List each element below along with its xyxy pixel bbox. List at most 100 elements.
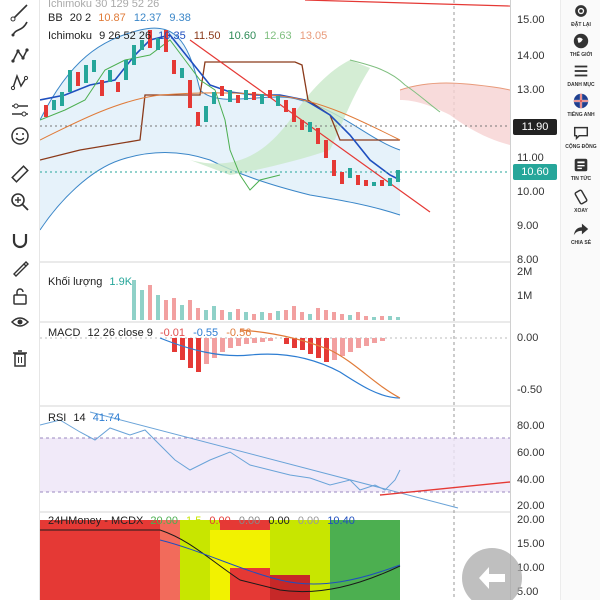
back-button[interactable] xyxy=(462,548,522,600)
world-button[interactable]: THẾ GIỚI xyxy=(561,32,600,72)
candle xyxy=(60,92,64,106)
candle xyxy=(268,90,272,98)
bb-value: 9.38 xyxy=(169,12,191,24)
macd-histogram-bar xyxy=(220,338,225,352)
indicator-name: Khối lượng xyxy=(48,276,103,288)
macd-histogram-bar xyxy=(188,338,193,368)
trend-line-icon[interactable] xyxy=(8,0,32,24)
macd-histogram-bar xyxy=(228,338,233,348)
volume-bar xyxy=(164,300,168,320)
candle xyxy=(100,80,104,96)
rsi-tick: 20.00 xyxy=(517,500,545,512)
macd-histogram-bar xyxy=(196,338,201,372)
macd-histogram-bar xyxy=(268,338,273,341)
price-tick: 10.00 xyxy=(517,186,545,198)
candle xyxy=(44,105,48,117)
candle xyxy=(140,40,144,50)
rsi-tick: 40.00 xyxy=(517,474,545,486)
lock-icon[interactable] xyxy=(8,284,32,308)
macd-histogram-bar xyxy=(300,338,305,350)
price-chart[interactable] xyxy=(40,0,510,600)
rsi-legend[interactable]: RSI 14 41.74 xyxy=(48,412,125,424)
volume-bar xyxy=(188,300,192,320)
drawing-toolbar xyxy=(0,0,40,600)
candle xyxy=(348,168,352,178)
macd-histogram-bar xyxy=(172,338,177,352)
candle xyxy=(172,60,176,74)
side-menu: ĐẶT LẠI THẾ GIỚI DANH MỤC TIẾNG ANH CỘNG… xyxy=(560,0,600,600)
list-icon xyxy=(574,65,588,77)
indicator-params: 14 xyxy=(73,412,86,424)
price-tag-crosshair: 11.90 xyxy=(513,119,557,135)
macd-histogram-bar xyxy=(292,338,297,348)
macd-legend[interactable]: MACD 12 26 close 9 -0.01 -0.55 -0.56 xyxy=(48,327,256,339)
mcdx-legend[interactable]: 24HMoney - MCDX 20.00 1.5 0.00 0.00 0.00… xyxy=(48,515,360,527)
candle xyxy=(260,94,264,104)
globe-icon xyxy=(573,33,589,49)
volume-bar xyxy=(268,313,272,320)
share-button[interactable]: CHIA SẺ xyxy=(561,220,600,260)
community-button[interactable]: CỘNG ĐỒNG xyxy=(561,124,600,164)
price-tick: 13.00 xyxy=(517,84,545,96)
rsi-trendline xyxy=(89,411,459,509)
ichimoku-legend[interactable]: Ichimoku 9 26 52 26 10.35 11.50 10.60 12… xyxy=(48,30,332,42)
path-icon[interactable] xyxy=(8,44,32,68)
brush-icon[interactable] xyxy=(8,16,32,40)
candle xyxy=(236,95,240,103)
rsi-tick: 80.00 xyxy=(517,420,545,432)
volume-bar xyxy=(156,295,160,320)
candle xyxy=(52,100,56,110)
mcdx-tick: 15.00 xyxy=(517,538,545,550)
macd-histogram-bar xyxy=(252,338,257,343)
price-tick: 15.00 xyxy=(517,14,545,26)
candle xyxy=(284,100,288,112)
rsi-line xyxy=(40,419,401,491)
smiley-icon[interactable] xyxy=(8,124,32,148)
rotate-button[interactable]: XOAY xyxy=(561,188,600,228)
macd-histogram-bar xyxy=(180,338,185,360)
bb-legend[interactable]: BB 20 2 10.87 12.37 9.38 xyxy=(48,12,196,24)
mcdx-value: 20.00 xyxy=(150,515,178,527)
price-axis[interactable]: 15.00 14.00 13.00 11.90 11.00 10.60 10.0… xyxy=(510,0,560,600)
english-button[interactable]: TIẾNG ANH xyxy=(561,92,600,132)
pattern-icon[interactable] xyxy=(8,98,32,122)
news-button[interactable]: TIN TỨC xyxy=(561,156,600,196)
ruler-icon[interactable] xyxy=(8,162,32,186)
mcdx-tick: 5.00 xyxy=(517,586,539,598)
volume-bar xyxy=(180,305,184,320)
senkou-b xyxy=(399,82,510,91)
volume-legend[interactable]: Khối lượng 1.9K xyxy=(48,276,137,288)
mcdx-value: 0.00 xyxy=(209,515,231,527)
volume-bar xyxy=(196,308,200,320)
magnet-icon[interactable] xyxy=(8,228,32,252)
mcdx-red-block xyxy=(230,568,270,600)
macd-histogram-bar xyxy=(244,338,249,344)
volume-pane xyxy=(132,280,400,320)
volume-tick: 2M xyxy=(517,266,533,278)
reset-button[interactable]: ĐẶT LẠI xyxy=(561,2,600,42)
share-icon xyxy=(573,223,589,236)
eye-icon[interactable] xyxy=(8,310,32,334)
watchlist-button[interactable]: DANH MỤC xyxy=(561,62,600,102)
mcdx-line xyxy=(40,529,401,593)
macd-histogram-bar xyxy=(356,338,361,348)
volume-bar xyxy=(236,309,240,320)
senkou-a xyxy=(349,59,441,113)
mcdx-value: 0.00 xyxy=(238,515,261,527)
mcdx-value: 0.00 xyxy=(268,515,290,527)
trash-icon[interactable] xyxy=(8,346,32,370)
indicator-name: MACD xyxy=(48,327,81,339)
volume-bar xyxy=(148,285,152,320)
lock-pencil-icon[interactable] xyxy=(8,256,32,280)
macd-value: -0.55 xyxy=(193,327,219,339)
candle xyxy=(388,178,392,186)
volume-bar xyxy=(316,308,320,320)
pattern-icon[interactable] xyxy=(8,70,32,94)
macd-signal-line xyxy=(239,329,401,399)
volume-bar xyxy=(244,312,248,320)
chart-canvas[interactable]: Ichimoku 30 129 52 26 BB 20 2 10.87 12.3… xyxy=(40,0,510,600)
zoom-in-icon[interactable] xyxy=(8,190,32,214)
mcdx-green-block xyxy=(330,520,400,600)
candle xyxy=(204,106,208,122)
